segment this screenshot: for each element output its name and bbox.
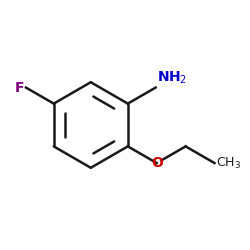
Text: NH$_2$: NH$_2$	[157, 70, 187, 86]
Text: F: F	[15, 80, 25, 94]
Text: CH$_3$: CH$_3$	[216, 156, 241, 170]
Text: O: O	[151, 156, 163, 170]
